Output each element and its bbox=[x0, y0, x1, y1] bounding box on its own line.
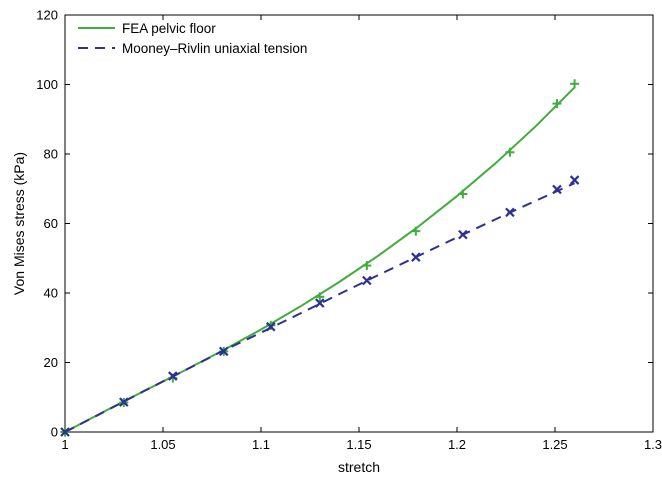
series-marker bbox=[458, 229, 468, 240]
marker-stroke bbox=[505, 207, 515, 218]
marker-stroke bbox=[362, 275, 372, 286]
marker-stroke bbox=[218, 346, 229, 357]
x-axis-label: stretch bbox=[338, 459, 380, 475]
series-marker bbox=[315, 298, 325, 308]
series-marker bbox=[218, 346, 229, 357]
series-marker bbox=[505, 207, 515, 218]
x-tick-label: 1.2 bbox=[448, 437, 466, 452]
series-marker bbox=[552, 184, 562, 195]
series-marker bbox=[569, 175, 580, 185]
x-tick-label: 1.1 bbox=[252, 437, 270, 452]
x-tick-label: 1 bbox=[61, 437, 68, 452]
y-tick-label: 20 bbox=[44, 355, 58, 370]
marker-stroke bbox=[266, 321, 276, 332]
series-marker bbox=[411, 252, 421, 262]
legend-label-1: Mooney–Rivlin uniaxial tension bbox=[122, 41, 307, 56]
marker-stroke bbox=[315, 298, 325, 308]
marker-stroke bbox=[60, 427, 70, 437]
y-tick-label: 100 bbox=[36, 77, 58, 92]
marker-stroke bbox=[569, 175, 580, 185]
series-1 bbox=[60, 175, 580, 437]
series-marker bbox=[570, 79, 580, 89]
legend: FEA pelvic floor Mooney–Rivlin uniaxial t… bbox=[78, 21, 307, 56]
series-marker bbox=[362, 261, 372, 271]
x-tick-label: 1.25 bbox=[542, 437, 567, 452]
series-marker bbox=[119, 397, 129, 407]
y-tick-label: 0 bbox=[51, 425, 58, 440]
series-line bbox=[64, 86, 576, 433]
series-marker bbox=[315, 292, 325, 302]
marker-stroke bbox=[411, 252, 421, 262]
x-tick-label: 1.3 bbox=[644, 437, 662, 452]
y-tick-label: 40 bbox=[44, 286, 58, 301]
plot-frame bbox=[64, 14, 654, 433]
marker-stroke bbox=[168, 371, 178, 381]
series-marker bbox=[458, 189, 468, 199]
y-axis-label: Von Mises stress (kPa) bbox=[11, 152, 27, 295]
plot-area: 1 1.05 1.1 1.15 1.2 1.25 1.3 0 20 40 60 80 100 120 str… bbox=[11, 8, 662, 476]
series-marker bbox=[552, 99, 562, 109]
series-marker bbox=[266, 321, 276, 332]
series-marker bbox=[362, 275, 372, 286]
x-tick-label: 1.05 bbox=[150, 437, 175, 452]
y-tick-label: 60 bbox=[44, 216, 58, 231]
series-marker bbox=[60, 427, 70, 437]
series-marker bbox=[168, 371, 178, 381]
legend-label-0: FEA pelvic floor bbox=[122, 21, 216, 36]
series-marker bbox=[505, 147, 515, 157]
y-tick-label: 120 bbox=[36, 8, 58, 23]
marker-stroke bbox=[458, 229, 468, 240]
x-tick-label: 1.15 bbox=[346, 437, 371, 452]
marker-stroke bbox=[552, 184, 562, 195]
y-tick-label: 80 bbox=[44, 147, 58, 162]
marker-stroke bbox=[119, 397, 129, 407]
series-0 bbox=[60, 79, 580, 437]
series-marker bbox=[411, 226, 421, 236]
series-line bbox=[64, 182, 576, 433]
